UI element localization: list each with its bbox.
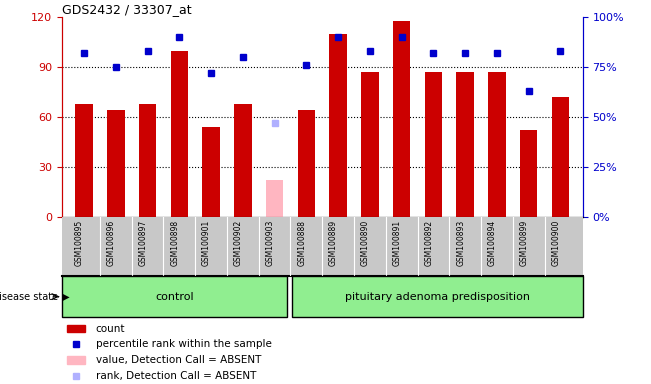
Bar xyxy=(67,325,85,333)
Bar xyxy=(298,111,315,217)
Text: percentile rank within the sample: percentile rank within the sample xyxy=(96,339,271,349)
Text: GSM100891: GSM100891 xyxy=(393,220,402,266)
Bar xyxy=(292,276,583,317)
Text: GSM100901: GSM100901 xyxy=(202,220,211,266)
Bar xyxy=(551,97,569,217)
Bar xyxy=(361,72,379,217)
Bar xyxy=(520,131,537,217)
Text: GSM100892: GSM100892 xyxy=(424,220,434,266)
Text: GSM100894: GSM100894 xyxy=(488,220,497,266)
Text: pituitary adenoma predisposition: pituitary adenoma predisposition xyxy=(345,291,530,302)
Text: value, Detection Call = ABSENT: value, Detection Call = ABSENT xyxy=(96,355,261,365)
Bar xyxy=(171,51,188,217)
Bar xyxy=(202,127,220,217)
Bar xyxy=(488,72,506,217)
Text: rank, Detection Call = ABSENT: rank, Detection Call = ABSENT xyxy=(96,371,256,381)
Bar xyxy=(456,72,474,217)
Text: GSM100895: GSM100895 xyxy=(75,220,84,266)
Text: GSM100900: GSM100900 xyxy=(551,220,561,266)
Bar xyxy=(234,104,251,217)
Bar xyxy=(107,111,124,217)
Bar xyxy=(424,72,442,217)
Bar xyxy=(76,104,93,217)
Text: count: count xyxy=(96,324,125,334)
Bar xyxy=(62,276,287,317)
Text: GSM100888: GSM100888 xyxy=(298,220,307,266)
Text: GDS2432 / 33307_at: GDS2432 / 33307_at xyxy=(62,3,191,16)
Text: GSM100893: GSM100893 xyxy=(456,220,465,266)
Bar xyxy=(67,356,85,364)
Text: GSM100896: GSM100896 xyxy=(107,220,116,266)
Bar xyxy=(393,21,410,217)
Text: GSM100898: GSM100898 xyxy=(171,220,179,266)
Bar xyxy=(266,180,283,217)
Text: GSM100899: GSM100899 xyxy=(519,220,529,266)
Text: ▶: ▶ xyxy=(59,291,70,302)
Bar xyxy=(139,104,156,217)
Text: GSM100903: GSM100903 xyxy=(266,220,275,266)
Text: control: control xyxy=(156,291,194,302)
Text: GSM100902: GSM100902 xyxy=(234,220,243,266)
Text: disease state: disease state xyxy=(0,291,59,302)
Text: GSM100890: GSM100890 xyxy=(361,220,370,266)
Text: GSM100897: GSM100897 xyxy=(139,220,148,266)
Bar xyxy=(329,34,347,217)
Text: GSM100889: GSM100889 xyxy=(329,220,338,266)
